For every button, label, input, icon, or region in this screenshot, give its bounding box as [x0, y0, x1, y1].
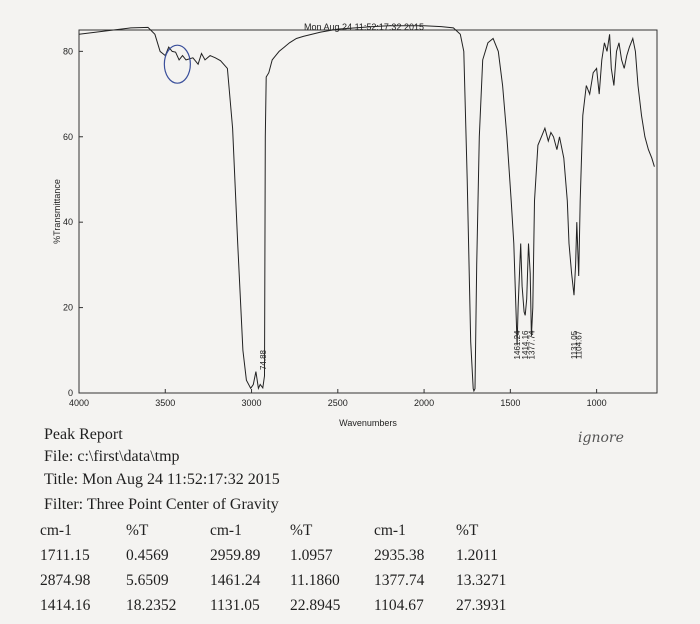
report-file: File: c:\first\data\tmp	[44, 448, 180, 465]
peak-table-cell: 18.2352	[126, 597, 177, 614]
peak-label: 1104.67	[575, 330, 584, 359]
peak-label: 1377.74	[527, 330, 536, 359]
peak-table-cell: 1377.74	[374, 572, 425, 589]
x-tick-label: 3500	[155, 398, 175, 408]
peak-table-header: %T	[456, 522, 479, 539]
x-axis-label: Wavenumbers	[339, 418, 397, 428]
report-heading: Peak Report	[44, 426, 123, 443]
x-tick-label: 1500	[500, 398, 520, 408]
peak-table-cell: 1711.15	[40, 547, 90, 564]
peak-table-cell: 13.3271	[456, 572, 507, 589]
x-tick-label: 4000	[69, 398, 89, 408]
report-filter: Filter: Three Point Center of Gravity	[44, 496, 279, 513]
peak-table-cell: 0.4569	[126, 547, 169, 564]
peak-table-cell: 1.2011	[456, 547, 499, 564]
peak-table-cell: 1104.67	[374, 597, 424, 614]
y-axis-label: %Transmittance	[52, 179, 62, 244]
peak-table-cell: 1414.16	[40, 597, 91, 614]
peak-table-cell: 1131.05	[210, 597, 260, 614]
y-tick-label: 80	[63, 46, 73, 56]
report-title: Title: Mon Aug 24 11:52:17:32 2015	[44, 471, 280, 488]
peak-table-header: %T	[126, 522, 149, 539]
peak-table-cell: 22.8945	[290, 597, 341, 614]
peak-table-header: cm-1	[374, 522, 406, 539]
peak-table-cell: 11.1860	[290, 572, 340, 589]
peak-table-header: cm-1	[40, 522, 72, 539]
y-tick-label: 20	[63, 303, 73, 313]
peak-table-header: cm-1	[210, 522, 242, 539]
x-tick-label: 2000	[414, 398, 434, 408]
y-tick-label: 0	[68, 388, 73, 398]
hand-drawn-circle-annotation	[163, 44, 191, 84]
peak-table-cell: 2959.89	[210, 547, 261, 564]
spectrum-line	[78, 25, 655, 393]
y-tick-label: 60	[63, 132, 73, 142]
peak-table-cell: 1.0957	[290, 547, 333, 564]
plot-frame	[78, 29, 658, 394]
peak-label: 1131.05	[570, 330, 579, 359]
peak-table-cell: 2935.38	[374, 547, 425, 564]
peak-table-cell: 2874.98	[40, 572, 91, 589]
peak-label: 74.88	[259, 349, 268, 370]
x-tick-label: 3000	[242, 398, 262, 408]
x-tick-label: 1000	[587, 398, 607, 408]
peak-label: 1414.16	[521, 330, 530, 359]
peak-table-cell: 5.6509	[126, 572, 169, 589]
peak-table-header: %T	[290, 522, 313, 539]
x-tick-label: 2500	[328, 398, 348, 408]
handwritten-note: ignore	[578, 430, 624, 446]
peak-table-cell: 27.3931	[456, 597, 507, 614]
peak-table-cell: 1461.24	[210, 572, 261, 589]
y-axis-label-text: %Transmittance	[52, 179, 62, 244]
y-tick-label: 40	[63, 217, 73, 227]
